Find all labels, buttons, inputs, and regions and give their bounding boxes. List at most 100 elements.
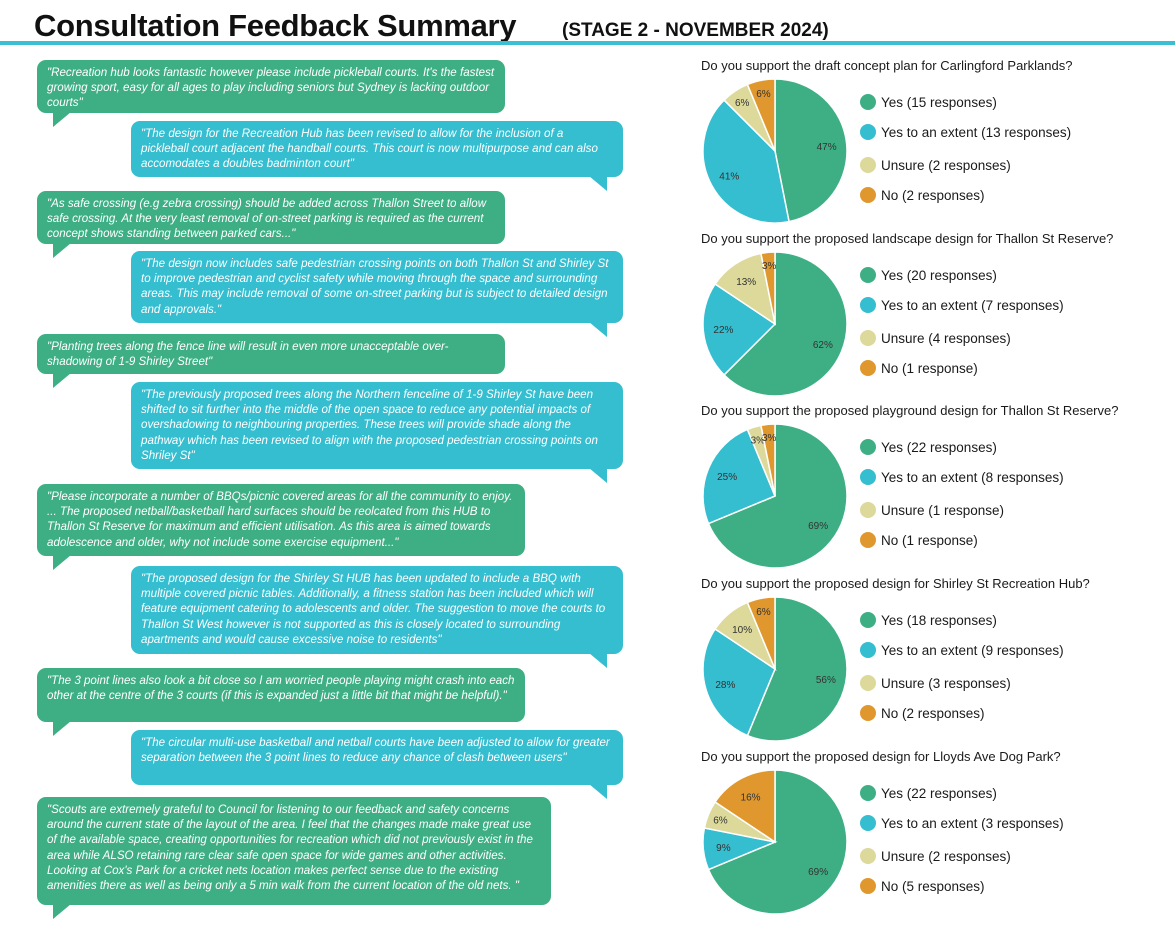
feedback-quote-5: "The 3 point lines also look a bit close… [37, 668, 525, 736]
feedback-response-3: "The previously proposed trees along the… [131, 382, 623, 483]
legend-label: Yes (20 responses) [881, 268, 997, 283]
legend-swatch [860, 187, 876, 203]
legend-item-yes-to-an-extent: Yes to an extent (3 responses) [860, 815, 1064, 831]
legend-label: Yes to an extent (9 responses) [881, 643, 1064, 658]
pie-percent-label: 41% [719, 171, 739, 182]
pie-slice-yes [723, 251, 848, 397]
legend-label: Yes to an extent (7 responses) [881, 298, 1064, 313]
legend-swatch [860, 642, 876, 658]
bubble-tail [53, 243, 71, 258]
feedback-text: "Planting trees along the fence line wil… [47, 340, 449, 369]
pie-percent-label: 25% [717, 472, 737, 483]
legend-item-unsure: Unsure (3 responses) [860, 675, 1011, 691]
pie-percent-label: 56% [816, 675, 836, 686]
legend-label: Yes (18 responses) [881, 613, 997, 628]
feedback-quote-1: "Recreation hub looks fantastic however … [37, 60, 505, 127]
legend-item-yes-to-an-extent: Yes to an extent (13 responses) [860, 124, 1071, 140]
feedback-text: "As safe crossing (e.g zebra crossing) s… [47, 197, 487, 241]
pie-slice-no [746, 596, 776, 670]
feedback-text: "The previously proposed trees along the… [141, 388, 598, 462]
feedback-text: "The proposed design for the Shirley St … [141, 572, 606, 646]
pie-percent-label: 13% [736, 277, 756, 288]
legend-swatch [860, 94, 876, 110]
legend-swatch [860, 815, 876, 831]
legend-label: Yes (22 responses) [881, 786, 997, 801]
pie-percent-label: 28% [715, 680, 735, 691]
legend-item-yes: Yes (22 responses) [860, 439, 997, 455]
pie-slice-yes-to-an-extent [702, 627, 776, 737]
legend-item-unsure: Unsure (1 response) [860, 502, 1004, 518]
legend-label: Unsure (2 responses) [881, 849, 1011, 864]
legend-swatch [860, 785, 876, 801]
pie-chart-playground-design: 69% 25% 3%3% [702, 423, 848, 569]
pie-percent-label: 3% [762, 261, 777, 272]
pie-percent-label: 6% [756, 607, 771, 618]
pie-slice-yes [707, 769, 848, 915]
legend-swatch [860, 267, 876, 283]
legend-swatch [860, 878, 876, 894]
chart-question: Do you support the draft concept plan fo… [701, 58, 1073, 73]
bubble-tail [53, 904, 71, 919]
legend-label: Yes (15 responses) [881, 95, 997, 110]
pie-chart-recreation-hub: 56% 28% 10% 6% [702, 596, 848, 742]
pie-slice-no [746, 78, 776, 152]
legend-swatch [860, 502, 876, 518]
legend-item-unsure: Unsure (2 responses) [860, 848, 1011, 864]
feedback-text: "The design for the Recreation Hub has b… [141, 127, 598, 171]
legend-swatch [860, 439, 876, 455]
legend-item-yes: Yes (20 responses) [860, 267, 997, 283]
legend-label: Yes to an extent (8 responses) [881, 470, 1064, 485]
legend-item-no: No (5 responses) [860, 878, 985, 894]
legend-label: Unsure (4 responses) [881, 331, 1011, 346]
pie-slice-yes [746, 596, 848, 742]
legend-item-yes-to-an-extent: Yes to an extent (7 responses) [860, 297, 1064, 313]
page-header: Consultation Feedback Summary (STAGE 2 -… [0, 0, 1175, 48]
legend-item-yes-to-an-extent: Yes to an extent (9 responses) [860, 642, 1064, 658]
pie-percent-label: 69% [808, 867, 828, 878]
feedback-text: "The design now includes safe pedestrian… [141, 257, 609, 316]
pie-percent-label: 22% [713, 325, 733, 336]
bubble-tail [53, 721, 71, 736]
pie-slice-no [760, 423, 776, 497]
legend-label: Unsure (1 response) [881, 503, 1005, 518]
legend-swatch [860, 675, 876, 691]
legend-item-no: No (1 response) [860, 532, 978, 548]
bubble-tail [589, 322, 607, 337]
feedback-text: "The circular multi-use basketball and n… [141, 736, 610, 765]
pie-percent-label: 16% [741, 792, 761, 803]
legend-swatch [860, 124, 876, 140]
legend-item-yes: Yes (15 responses) [860, 94, 997, 110]
pie-slice-yes-to-an-extent [702, 99, 790, 224]
legend-label: No (2 responses) [881, 706, 985, 721]
legend-swatch [860, 848, 876, 864]
pie-chart-dog-park: 69% 9% 6% 16% [702, 769, 848, 915]
pie-chart-landscape-design: 62% 22% 13% 3% [702, 251, 848, 397]
legend-swatch [860, 297, 876, 313]
chart-question: Do you support the proposed landscape de… [701, 231, 1114, 246]
legend-label: Unsure (3 responses) [881, 676, 1011, 691]
feedback-text: "Scouts are extremely grateful to Counci… [47, 803, 533, 893]
feedback-text: "The 3 point lines also look a bit close… [47, 674, 515, 703]
legend-item-unsure: Unsure (2 responses) [860, 157, 1011, 173]
pie-percent-label: 10% [732, 625, 752, 636]
legend-item-unsure: Unsure (4 responses) [860, 330, 1011, 346]
bubble-tail [53, 112, 71, 127]
feedback-response-4: "The proposed design for the Shirley St … [131, 566, 623, 668]
bubble-tail [53, 555, 71, 570]
feedback-text: "Please incorporate a number of BBQs/pic… [47, 490, 513, 549]
chart-question: Do you support the proposed playground d… [701, 403, 1119, 418]
legend-swatch [860, 705, 876, 721]
legend-swatch [860, 612, 876, 628]
header-rule [0, 41, 1175, 45]
pie-percent-label: 62% [813, 340, 833, 351]
pie-percent-label: 3% [751, 436, 766, 447]
page-subtitle: (STAGE 2 - NOVEMBER 2024) [562, 20, 829, 41]
feedback-quote-6: "Scouts are extremely grateful to Counci… [37, 797, 551, 919]
legend-label: No (1 response) [881, 533, 978, 548]
pie-percent-label: 9% [716, 843, 731, 854]
legend-swatch [860, 157, 876, 173]
feedback-response-5: "The circular multi-use basketball and n… [131, 730, 623, 799]
legend-label: No (2 responses) [881, 188, 985, 203]
feedback-response-1: "The design for the Recreation Hub has b… [131, 121, 623, 191]
legend-swatch [860, 330, 876, 346]
